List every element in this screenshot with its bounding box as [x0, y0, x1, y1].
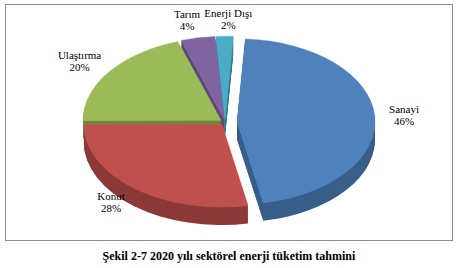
pie-slice [216, 36, 233, 119]
pie-marks [83, 36, 375, 225]
pie-slice [84, 124, 248, 207]
pie-depth-layer [83, 37, 375, 208]
data-labels: Sanayi46%Konut28%Ulaştırma20%Tarım4%Ener… [58, 7, 419, 214]
category-label: Sanayi [389, 103, 419, 115]
value-label: 4% [180, 20, 195, 32]
pie-slice [237, 39, 375, 203]
value-label: 28% [101, 202, 121, 214]
chart-frame [6, 5, 453, 241]
category-label: Tarım [174, 8, 201, 20]
category-label: Enerji Dışı [204, 7, 252, 19]
pie-top [83, 36, 375, 207]
chart-title: Şekil 2-7 2020 yılı sektörel enerji tüke… [103, 249, 356, 263]
slice-label-text: Tarım4% [174, 8, 201, 32]
slice-label-text: Sanayi46% [389, 103, 419, 127]
value-label: 46% [394, 115, 414, 127]
value-label: 2% [221, 19, 236, 31]
slice-label: Konut28% [97, 190, 125, 214]
category-label: Ulaştırma [58, 49, 101, 61]
chart: Şekil 2-7 2020 yılı sektörel enerji tüke… [0, 0, 458, 268]
slice-label: Sanayi46% [389, 103, 419, 127]
slice-label-text: Konut28% [97, 190, 125, 214]
category-label: Konut [97, 190, 125, 202]
slice-label: Enerji Dışı2% [204, 7, 252, 31]
slice-label-text: Enerji Dışı2% [204, 7, 252, 31]
slice-label: Tarım4% [174, 8, 201, 32]
slice-side [84, 125, 248, 208]
slice-label-text: Ulaştırma20% [58, 49, 101, 73]
value-label: 20% [69, 61, 89, 73]
slice-side [237, 40, 375, 204]
slice-label: Ulaştırma20% [58, 49, 101, 73]
